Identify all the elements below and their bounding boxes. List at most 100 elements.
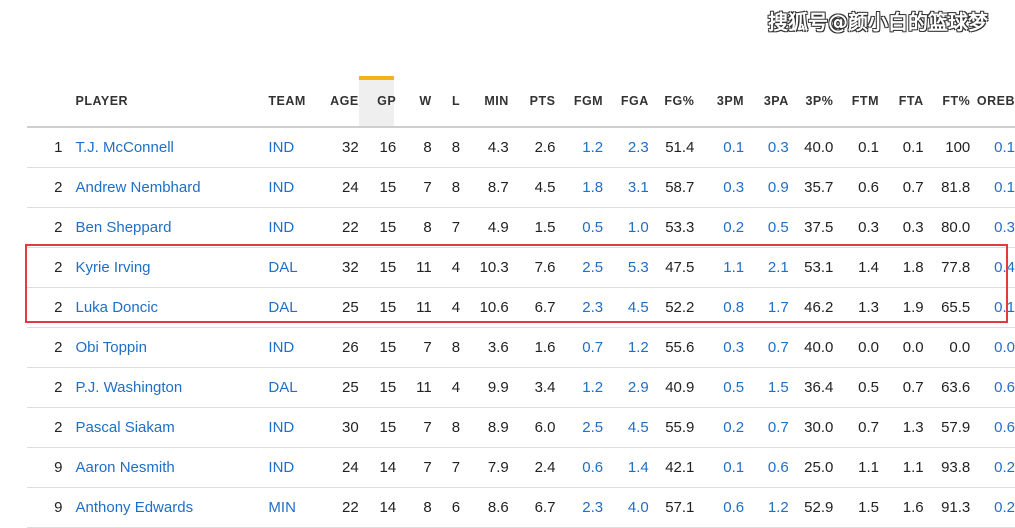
cell-team[interactable]: IND (268, 127, 315, 168)
cell-team[interactable]: DAL (268, 367, 315, 408)
col-header-l[interactable]: L (431, 76, 461, 128)
cell-age: 32 (314, 247, 359, 288)
cell-player[interactable]: Andrew Nembhard (62, 167, 269, 208)
cell-3pa[interactable]: 0.7 (744, 407, 789, 448)
table-row: 2 Pascal Siakam IND 30 15 7 8 8.9 6.0 2.5 4.5 55.9 0… (27, 407, 1015, 448)
cell-3pa[interactable]: 0.5 (744, 207, 789, 248)
cell-fgm[interactable]: 2.5 (555, 407, 604, 448)
cell-fga[interactable]: 2.3 (603, 127, 649, 168)
cell-fga[interactable]: 1.4 (603, 447, 649, 488)
cell-fga[interactable]: 4.0 (603, 487, 649, 528)
cell-fga[interactable]: 4.5 (603, 287, 649, 328)
cell-team[interactable]: DAL (268, 287, 315, 328)
cell-player[interactable]: Anthony Edwards (62, 487, 269, 528)
col-header-pts[interactable]: PTS (508, 76, 556, 128)
cell-team[interactable]: MIN (268, 487, 315, 528)
cell-3pm[interactable]: 0.2 (694, 207, 745, 248)
cell-player[interactable]: P.J. Washington (62, 367, 269, 408)
cell-ftm: 0.7 (833, 407, 879, 448)
cell-w: 7 (396, 407, 432, 448)
cell-fga[interactable]: 1.2 (603, 327, 649, 368)
cell-3pm[interactable]: 0.3 (694, 167, 745, 208)
cell-3pa[interactable]: 1.5 (744, 367, 789, 408)
cell-3pm[interactable]: 0.6 (694, 487, 745, 528)
cell-fgm[interactable]: 0.6 (555, 447, 604, 488)
cell-3pa[interactable]: 2.1 (744, 247, 789, 288)
cell-3pa[interactable]: 0.7 (744, 327, 789, 368)
cell-oreb[interactable]: 0.6 (970, 367, 1015, 408)
cell-oreb[interactable]: 0.6 (970, 407, 1015, 448)
col-header-min[interactable]: MIN (460, 76, 509, 128)
col-header-age[interactable]: AGE (314, 76, 359, 128)
cell-fgm[interactable]: 1.2 (555, 127, 604, 168)
cell-fgm[interactable]: 0.5 (555, 207, 604, 248)
cell-3pa[interactable]: 1.2 (744, 487, 789, 528)
cell-3pm[interactable]: 0.1 (694, 127, 745, 168)
cell-l: 8 (431, 327, 461, 368)
cell-3pm[interactable]: 0.1 (694, 447, 745, 488)
col-header-player[interactable]: PLAYER (62, 76, 269, 128)
cell-fga[interactable]: 4.5 (603, 407, 649, 448)
cell-oreb[interactable]: 0.2 (970, 447, 1015, 488)
cell-age: 25 (314, 287, 359, 328)
cell-oreb[interactable]: 0.1 (970, 287, 1015, 328)
col-header-fga[interactable]: FGA (603, 76, 649, 128)
cell-fga[interactable]: 3.1 (603, 167, 649, 208)
cell-team[interactable]: IND (268, 207, 315, 248)
col-header-gp[interactable]: GP (358, 76, 397, 128)
cell-oreb[interactable]: 0.1 (970, 167, 1015, 208)
cell-oreb[interactable]: 0.1 (970, 127, 1015, 168)
cell-fgm[interactable]: 0.7 (555, 327, 604, 368)
cell-fgm[interactable]: 1.2 (555, 367, 604, 408)
cell-3pa[interactable]: 0.3 (744, 127, 789, 168)
cell-team[interactable]: IND (268, 447, 315, 488)
cell-player[interactable]: Kyrie Irving (62, 247, 269, 288)
cell-oreb[interactable]: 0.3 (970, 207, 1015, 248)
cell-ft-pct: 77.8 (923, 247, 971, 288)
col-header-oreb[interactable]: OREB (970, 76, 1015, 128)
col-header-team[interactable]: TEAM (268, 76, 315, 128)
cell-oreb[interactable]: 0.2 (970, 487, 1015, 528)
cell-player[interactable]: T.J. McConnell (62, 127, 269, 168)
col-header-3pm[interactable]: 3PM (694, 76, 745, 128)
cell-3pm[interactable]: 0.3 (694, 327, 745, 368)
cell-3pm[interactable]: 1.1 (694, 247, 745, 288)
cell-team[interactable]: DAL (268, 247, 315, 288)
col-header-ft-pct[interactable]: FT% (923, 76, 971, 128)
col-header-ftm[interactable]: FTM (833, 76, 879, 128)
col-header-w[interactable]: W (396, 76, 432, 128)
cell-fgm[interactable]: 2.3 (555, 487, 604, 528)
cell-rank: 2 (27, 367, 63, 408)
cell-player[interactable]: Pascal Siakam (62, 407, 269, 448)
col-header-3pa[interactable]: 3PA (744, 76, 789, 128)
cell-3pm[interactable]: 0.8 (694, 287, 745, 328)
cell-fta: 0.3 (878, 207, 924, 248)
cell-player[interactable]: Aaron Nesmith (62, 447, 269, 488)
cell-fgm[interactable]: 1.8 (555, 167, 604, 208)
cell-3pm[interactable]: 0.2 (694, 407, 745, 448)
cell-3pa[interactable]: 0.9 (744, 167, 789, 208)
cell-fga[interactable]: 1.0 (603, 207, 649, 248)
cell-fga[interactable]: 2.9 (603, 367, 649, 408)
col-header-3p-pct[interactable]: 3P% (788, 76, 834, 128)
cell-3pm[interactable]: 0.5 (694, 367, 745, 408)
cell-fga[interactable]: 5.3 (603, 247, 649, 288)
col-header-fta[interactable]: FTA (878, 76, 924, 128)
cell-l: 4 (431, 367, 461, 408)
cell-player[interactable]: Obi Toppin (62, 327, 269, 368)
cell-3pa[interactable]: 0.6 (744, 447, 789, 488)
col-header-fg-pct[interactable]: FG% (648, 76, 695, 128)
cell-3pa[interactable]: 1.7 (744, 287, 789, 328)
cell-oreb[interactable]: 0.4 (970, 247, 1015, 288)
col-header-fgm[interactable]: FGM (555, 76, 604, 128)
cell-oreb[interactable]: 0.0 (970, 327, 1015, 368)
cell-fgm[interactable]: 2.3 (555, 287, 604, 328)
cell-fgm[interactable]: 2.5 (555, 247, 604, 288)
cell-team[interactable]: IND (268, 167, 315, 208)
cell-player[interactable]: Luka Doncic (62, 287, 269, 328)
cell-w: 11 (396, 367, 432, 408)
cell-player[interactable]: Ben Sheppard (62, 207, 269, 248)
cell-team[interactable]: IND (268, 407, 315, 448)
cell-team[interactable]: IND (268, 327, 315, 368)
cell-ftm: 1.3 (833, 287, 879, 328)
